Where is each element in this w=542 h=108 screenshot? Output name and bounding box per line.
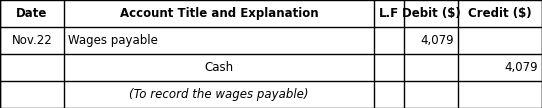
Text: Credit ($): Credit ($) [468,7,532,20]
Text: L.F: L.F [379,7,399,20]
Text: 4,079: 4,079 [504,61,538,74]
Text: Debit ($): Debit ($) [402,7,460,20]
Text: (To record the wages payable): (To record the wages payable) [129,88,309,101]
Text: 4,079: 4,079 [420,34,454,47]
Text: Wages payable: Wages payable [68,34,158,47]
Text: Nov.22: Nov.22 [11,34,53,47]
Text: Date: Date [16,7,48,20]
Text: Cash: Cash [204,61,234,74]
Text: Account Title and Explanation: Account Title and Explanation [120,7,318,20]
